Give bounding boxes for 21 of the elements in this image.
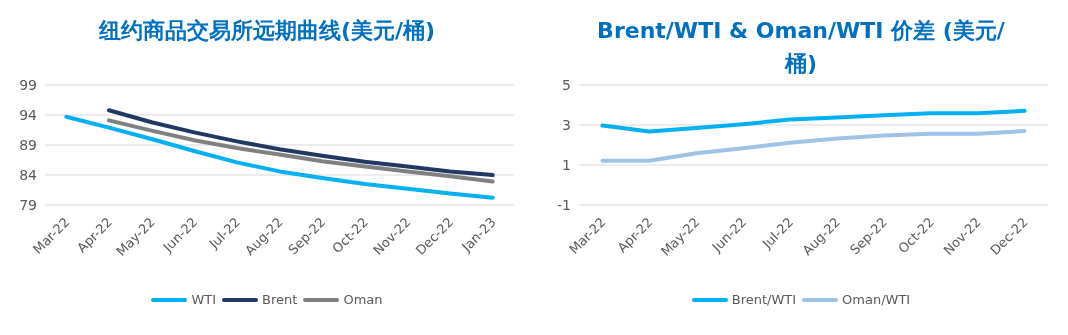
y-tick-label: 94	[19, 107, 38, 123]
line-series	[600, 129, 1027, 163]
y-tick-label: 5	[562, 77, 571, 93]
legend-label: WTI	[191, 292, 217, 307]
y-tick-label: 3	[562, 117, 571, 133]
y-tick-label: 79	[19, 197, 37, 213]
y-tick-label: 99	[19, 77, 37, 93]
y-tick-label: 89	[19, 137, 37, 153]
y-tick-label: 1	[562, 157, 571, 173]
chart-title: 纽约商品交易所远期曲线(美元/桶)	[97, 17, 437, 45]
y-tick-label: -1	[557, 197, 571, 213]
legend-label: Oman/WTI	[842, 292, 911, 307]
y-tick-label: 84	[19, 167, 38, 183]
line-series	[600, 108, 1027, 134]
line-series	[64, 114, 495, 200]
legend-label: Brent/WTI	[731, 292, 797, 307]
chart-title: Brent/WTI & Oman/WTI 价差 (美元/桶)	[596, 17, 1006, 78]
line-series	[106, 108, 495, 177]
legend-label: Brent	[262, 292, 298, 307]
legend-label: Oman	[343, 292, 383, 307]
line-series	[106, 118, 495, 184]
